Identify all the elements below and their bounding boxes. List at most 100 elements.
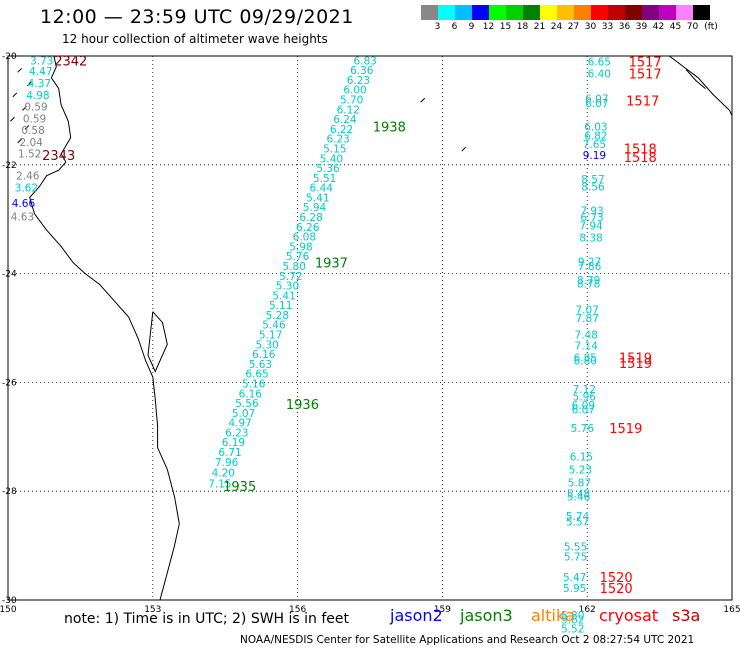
wave-height-value: 6.08 — [293, 232, 316, 244]
wave-height-value: 5.07 — [232, 408, 255, 420]
lat-tick-label: -28 — [2, 487, 17, 497]
wave-height-value: 6.15 — [570, 451, 593, 463]
wave-height-value: 4.66 — [12, 198, 36, 210]
legend-tick-label: 42 — [652, 22, 665, 32]
reef-speck — [17, 138, 23, 144]
legend-tick-label: 36 — [618, 22, 631, 32]
wave-height-value: 6.09 — [572, 400, 595, 412]
lon-tick-label: 153 — [144, 605, 161, 615]
wave-height-value: 5.48 — [567, 488, 590, 500]
legend-swatch — [591, 5, 608, 20]
wave-height-value: 5.76 — [286, 251, 310, 263]
wave-height-value: 6.07 — [572, 405, 595, 417]
lat-tick-label: -20 — [2, 52, 17, 62]
pass-time-label: 1520 — [600, 582, 633, 597]
legend-swatch — [523, 5, 540, 20]
wave-height-value: 5.95 — [563, 583, 586, 595]
wave-height-value: 7.94 — [579, 221, 603, 233]
wave-height-value: 7.48 — [575, 330, 598, 342]
wave-height-value: 3.73 — [30, 55, 53, 67]
wave-height-value: 4.63 — [11, 211, 34, 223]
wave-height-value: 7.07 — [576, 305, 599, 317]
legend-tick-label: 39 — [635, 22, 648, 32]
wave-height-value: 6.23 — [225, 427, 248, 439]
legend-tick-label: 18 — [516, 22, 529, 32]
pass-time-label: 1936 — [286, 398, 319, 413]
lon-tick-label: 162 — [579, 605, 596, 615]
wave-height-value: 5.98 — [289, 241, 312, 253]
wave-height-value: 5.17 — [259, 330, 282, 342]
wave-height-value: 5.56 — [235, 398, 259, 410]
wave-height-value: 6.23 — [347, 75, 370, 87]
wave-height-value: 4.98 — [26, 90, 49, 102]
wave-height-value: 5.30 — [276, 281, 299, 293]
wave-height-value: 8.38 — [579, 233, 602, 245]
wave-height-value: 6.73 — [580, 212, 603, 224]
legend-swatch — [659, 5, 676, 20]
wave-height-value: 6.22 — [330, 124, 353, 136]
reef-speck — [10, 116, 15, 122]
wave-height-value: 5.15 — [323, 143, 346, 155]
wave-height-value: 5.36 — [316, 163, 340, 175]
legend-tick-label: 30 — [584, 22, 597, 32]
lon-tick-label: 165 — [723, 605, 740, 615]
wave-height-value: 7.12 — [573, 384, 596, 396]
wave-height-value: 5.57 — [566, 517, 589, 529]
wave-height-value: 6.80 — [574, 356, 597, 368]
wave-height-value: 5.96 — [573, 392, 597, 404]
wave-height-value: 5.46 — [567, 492, 591, 504]
wave-height-value: 5.94 — [303, 202, 327, 214]
wave-height-value: 5.80 — [561, 610, 584, 622]
wave-height-value: 5.28 — [266, 310, 289, 322]
wave-height-value: 6.28 — [299, 212, 322, 224]
wave-height-value: 5.75 — [564, 551, 587, 563]
wave-height-value: 1.52 — [18, 148, 41, 160]
wave-height-value: 7.96 — [215, 457, 239, 469]
wave-height-labels: 3.734.474.374.980.590.590.582.041.522.46… — [11, 54, 662, 635]
legend-tick-label: 12 — [482, 22, 495, 32]
wave-height-value: 5.40 — [320, 153, 343, 165]
legend-unit: (ft) — [704, 22, 718, 32]
satellite-jason2: jason2 — [390, 606, 443, 625]
wave-height-value: 5.11 — [269, 300, 292, 312]
wave-height-value: 5.41 — [272, 290, 295, 302]
wave-height-value: 2.46 — [16, 171, 40, 183]
wave-height-value: 5.87 — [568, 477, 591, 489]
wave-height-value: 4.47 — [29, 66, 52, 78]
pass-time-label: 1935 — [223, 480, 256, 495]
wave-height-value: 0.58 — [21, 125, 44, 137]
lat-tick-label: -22 — [2, 161, 17, 171]
wave-height-value: 5.52 — [561, 623, 584, 635]
wave-height-value: 4.97 — [228, 418, 251, 430]
pass-time-label: 1518 — [624, 151, 657, 166]
pass-time-label: 1937 — [315, 257, 348, 272]
legend-tick-label: 15 — [499, 22, 512, 32]
pass-time-label: 2343 — [42, 149, 75, 164]
pass-time-label: 1519 — [619, 351, 652, 366]
wave-height-value: 4.37 — [28, 78, 51, 90]
legend-tick-label: 24 — [550, 22, 563, 32]
queensland-coast — [29, 55, 180, 601]
wave-height-value: 5.47 — [563, 572, 586, 584]
fraser-island — [147, 311, 168, 373]
wave-height-value: 5.16 — [242, 378, 266, 390]
color-legend — [421, 5, 710, 20]
pass-time-label: 1519 — [619, 357, 652, 372]
pass-time-label: 1938 — [373, 121, 406, 136]
wave-height-value: 5.70 — [340, 95, 363, 107]
wave-height-value: 7.86 — [578, 261, 602, 273]
wave-height-value: 7.14 — [575, 340, 599, 352]
wave-height-value: 2.04 — [19, 137, 43, 149]
wave-height-value: 5.72 — [279, 271, 302, 283]
wave-height-value: 6.36 — [350, 65, 374, 77]
pass-time-label: 2342 — [54, 54, 87, 69]
wave-height-value: 6.65 — [588, 56, 611, 68]
wave-height-value: 6.16 — [252, 349, 276, 361]
wave-height-value: 6.83 — [353, 55, 376, 67]
wave-height-value: 5.63 — [249, 359, 272, 371]
wave-height-value: 6.07 — [585, 93, 608, 105]
wave-height-value: 6.40 — [588, 68, 611, 80]
wave-height-value: 6.12 — [337, 104, 360, 116]
satellite-altika: altika — [531, 606, 575, 625]
